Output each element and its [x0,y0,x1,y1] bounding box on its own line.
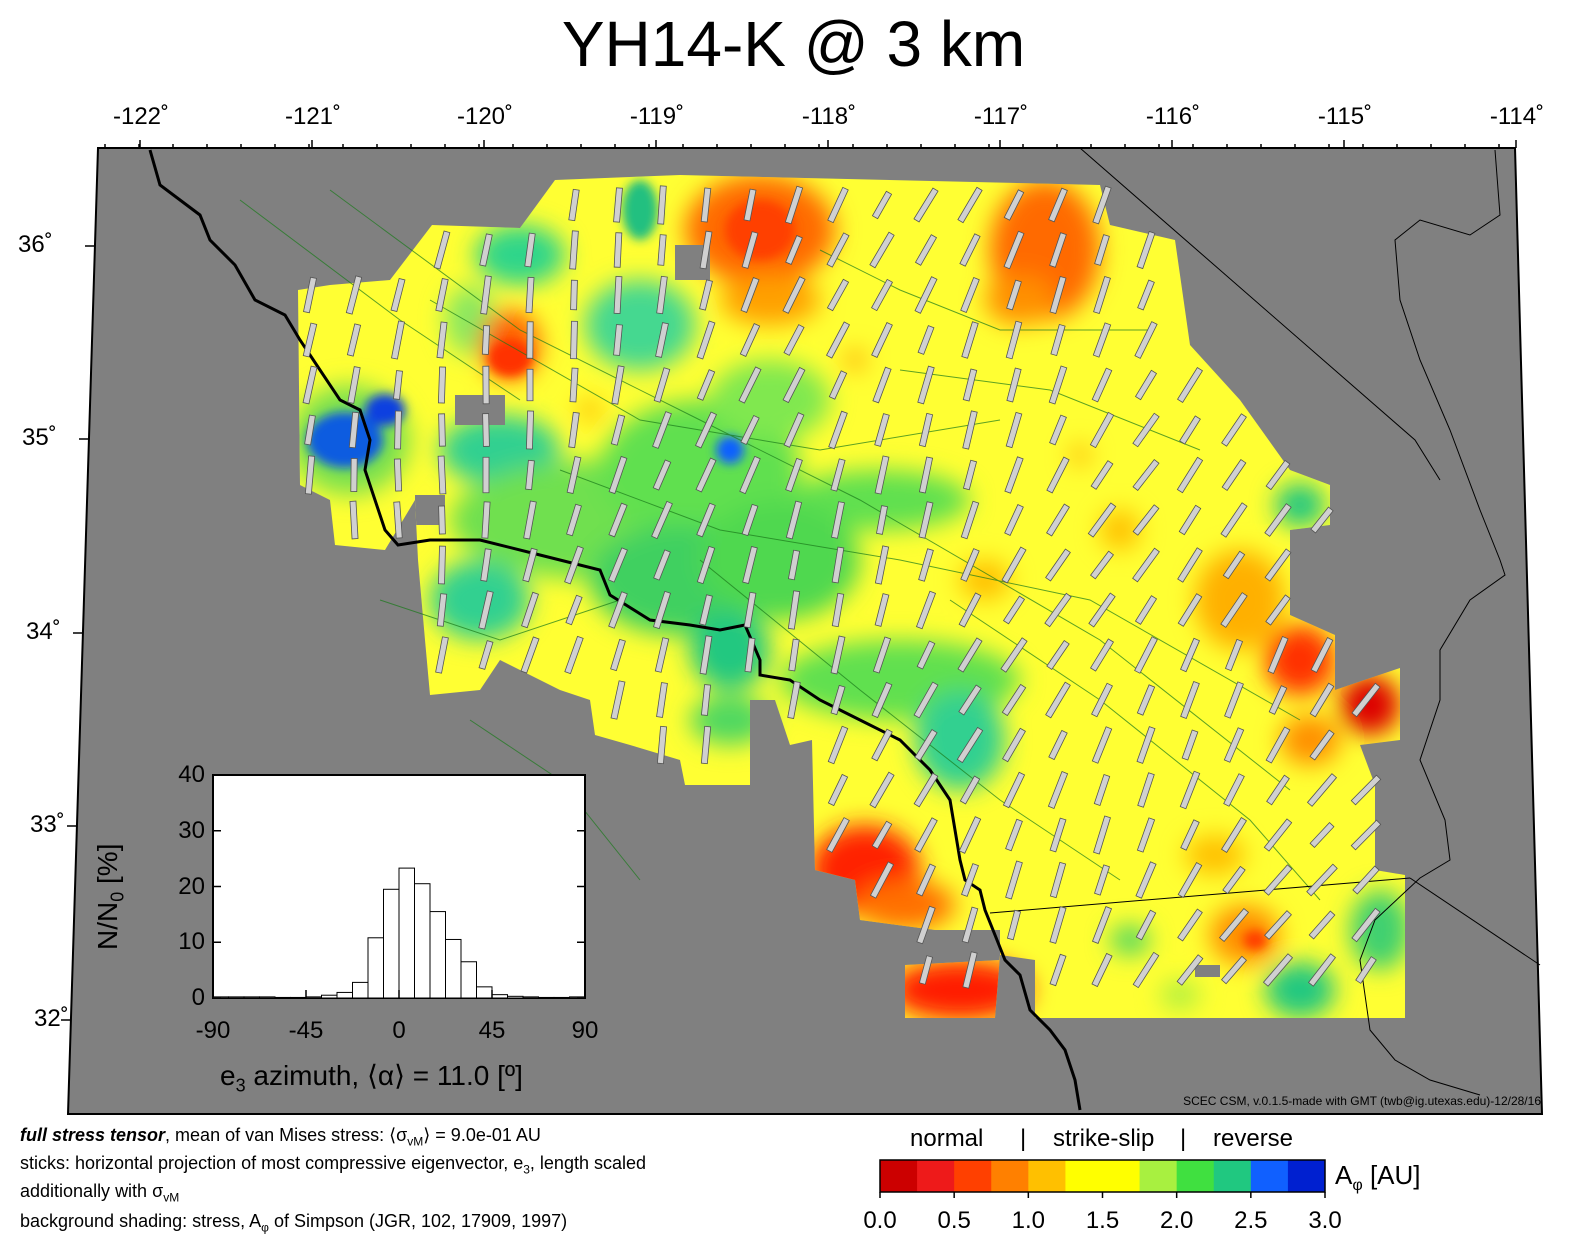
histogram-ytick-label: 20 [150,874,205,900]
stress-stick [439,506,446,534]
colorbar-swatch [1028,1160,1066,1192]
longitude-label: -118˚ [794,104,864,130]
stress-stick [526,411,533,449]
stress-stick [571,321,578,358]
stress-stick [483,414,490,447]
colorbar-swatch [917,1160,955,1192]
stress-stick [527,322,533,358]
histogram-xtick-label: 90 [555,1018,615,1044]
colorbar-tick-label: 1.0 [1003,1208,1053,1234]
footer-line-4: background shading: stress, Aφ of Simpso… [20,1210,567,1239]
histogram-ytick-label: 10 [150,929,205,955]
stress-stick [483,457,489,493]
histogram-bar [508,996,524,998]
colorbar-label-reverse: reverse [1213,1125,1293,1153]
histogram-xtick-label: -90 [183,1018,243,1044]
histogram-bar [260,997,276,998]
colorbar-tick-label: 3.0 [1300,1208,1350,1234]
histogram-bar [446,939,462,998]
longitude-label: -121˚ [278,104,348,130]
histogram-bar [430,912,446,998]
latitude-label: 32˚ [34,1006,69,1032]
stress-stick [395,411,402,449]
footer-line-2: sticks: horizontal projection of most co… [20,1152,646,1181]
colorbar-tick-label: 0.5 [929,1208,979,1234]
stress-stick [439,414,446,446]
histogram-inset [213,775,585,998]
colorbar-swatch [991,1160,1029,1192]
histogram-bar [306,997,322,998]
stress-stick [482,326,489,355]
colorbar-swatch [880,1160,918,1192]
histogram-bar [477,987,493,998]
histogram-bar [461,962,477,998]
latitude-label: 34˚ [26,619,61,645]
histogram-bar [322,995,338,998]
colorbar-swatch [1103,1160,1141,1192]
footer-line-3: additionally with σvM [20,1180,179,1209]
longitude-label: -117˚ [966,104,1036,130]
histogram-bar [554,997,570,998]
histogram-ytick-label: 30 [150,818,205,844]
stress-stick [394,459,401,491]
histogram-bar [539,997,555,998]
latitude-label: 36˚ [18,232,53,258]
histogram-ylabel: N/N0 [%] [95,844,131,950]
colorbar-swatch [1214,1160,1252,1192]
latitude-label: 33˚ [30,812,65,838]
histogram-bar [415,884,431,998]
histogram-bar [368,938,384,998]
credit-text: SCEC CSM, v.0.1.5-made with GMT (twb@ig.… [1183,1094,1541,1108]
colorbar-tick-label: 2.0 [1152,1208,1202,1234]
colorbar-tick-label: 2.5 [1226,1208,1276,1234]
colorbar-units: Aφ [AU] [1335,1162,1421,1199]
longitude-label: -115˚ [1310,104,1380,130]
colorbar-swatch [1177,1160,1215,1192]
histogram-xtick-label: 0 [369,1018,429,1044]
histogram-bar [275,997,291,998]
stress-stick [614,233,622,268]
colorbar-separator-2: | [1180,1125,1186,1153]
colorbar-tick-label: 1.5 [1078,1208,1128,1234]
colorbar-swatch [1288,1160,1326,1192]
histogram-ytick-label: 0 [150,985,205,1011]
colorbar-swatch [1251,1160,1289,1192]
longitude-label: -116˚ [1138,104,1208,130]
histogram-bar [291,997,307,998]
latitude-label: 35˚ [22,425,57,451]
colorbar-swatch [1065,1160,1103,1192]
histogram-bar [399,868,415,998]
colorbar-separator-1: | [1020,1125,1026,1153]
histogram-xlabel: e3 azimuth, ⟨α⟩ = 11.0 [º] [220,1060,523,1102]
longitude-label: -114˚ [1482,104,1552,130]
colorbar-label-normal: normal [910,1125,983,1153]
colorbar [880,1160,1326,1198]
stress-stick [571,280,578,310]
longitude-label: -122˚ [106,104,176,130]
colorbar-label-strike-slip: strike-slip [1053,1125,1154,1153]
colorbar-tick-label: 0.0 [855,1208,905,1234]
stress-stick [527,369,533,400]
histogram-ytick-label: 40 [150,762,205,788]
histogram-bar [353,982,369,998]
longitude-label: -120˚ [450,104,520,130]
footer-line-1: full stress tensor, mean of van Mises st… [20,1124,541,1153]
stress-stick [438,546,445,584]
colorbar-swatch [1140,1160,1178,1192]
stress-stick [483,366,489,404]
histogram-bar [244,997,260,998]
histogram-bar [337,992,353,998]
longitude-label: -119˚ [622,104,692,130]
stress-stick [351,458,357,491]
histogram-xtick-label: 45 [462,1018,522,1044]
histogram-bar [523,997,539,998]
stress-stick [438,456,446,494]
stress-stick [438,367,445,403]
histogram-bar [492,995,508,998]
colorbar-swatch [954,1160,992,1192]
histogram-bar [384,889,400,998]
histogram-bar [229,997,245,998]
histogram-xtick-label: -45 [276,1018,336,1044]
